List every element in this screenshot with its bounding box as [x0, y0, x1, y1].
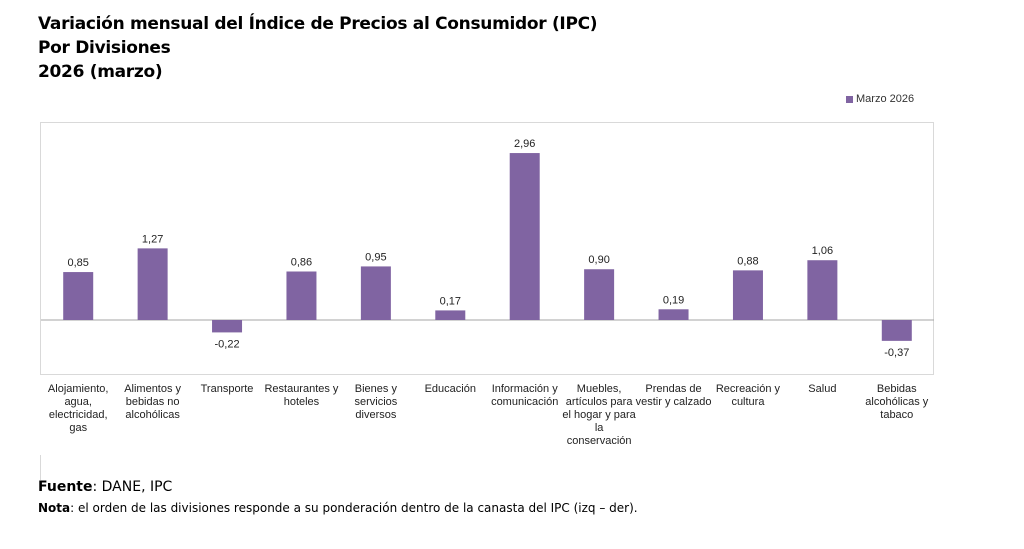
bar — [658, 309, 689, 320]
category-label: Alojamiento, agua, electricidad, gas — [47, 383, 109, 434]
title-line-2: Por Divisiones — [38, 38, 171, 58]
category-label: Alimentos y bebidas no alcohólicas — [124, 383, 182, 421]
title-line-3: 2026 (marzo) — [38, 62, 163, 82]
bar — [212, 320, 243, 333]
category-label: Recreación y cultura — [715, 383, 781, 408]
bar — [807, 260, 838, 320]
data-label: 1,06 — [812, 245, 833, 257]
category-label: Información y comunicación — [491, 383, 559, 408]
category-label: Salud — [808, 383, 837, 395]
chart-title: Variación mensual del Índice de Precios … — [38, 12, 598, 84]
category-label: Prendas de vestir y calzado — [635, 383, 712, 408]
data-label: 0,95 — [365, 251, 386, 263]
source-note: Fuente: DANE, IPC — [38, 479, 172, 495]
legend-swatch — [846, 95, 853, 103]
category-label: Bebidas alcohólicas y tabaco — [865, 383, 929, 421]
bar — [732, 270, 763, 320]
category-label: Educación — [424, 383, 476, 395]
note: Nota: el orden de las divisiones respond… — [38, 501, 638, 515]
data-label: 0,17 — [440, 295, 461, 307]
category-label: Muebles, artículos para el hogar y para … — [562, 383, 636, 447]
bar — [137, 248, 168, 320]
note-text: : el orden de las divisiones responde a … — [70, 501, 638, 515]
category-label: Bienes y servicios diversos — [354, 383, 398, 421]
bar — [584, 269, 615, 320]
legend: Marzo 2026 — [846, 93, 914, 105]
data-label: 0,86 — [291, 256, 312, 268]
bar — [360, 266, 391, 320]
data-label: 2,96 — [514, 138, 535, 150]
divider-line — [40, 455, 41, 480]
note-label: Nota — [38, 501, 71, 515]
bar — [435, 310, 466, 320]
source-label: Fuente — [38, 479, 93, 495]
data-label: 1,27 — [142, 233, 163, 245]
data-label: 0,85 — [67, 257, 88, 269]
bar — [63, 272, 94, 320]
bar — [881, 320, 912, 341]
data-label: 0,19 — [663, 294, 684, 306]
plot-area — [40, 122, 934, 375]
data-label: -0,37 — [884, 347, 909, 359]
source-text: : DANE, IPC — [92, 479, 173, 495]
bar — [286, 271, 317, 320]
bar — [509, 153, 540, 320]
data-label: -0,22 — [215, 338, 240, 350]
legend-label: Marzo 2026 — [856, 93, 915, 105]
title-line-1: Variación mensual del Índice de Precios … — [38, 14, 598, 34]
data-label: 0,90 — [588, 254, 609, 266]
category-label: Transporte — [200, 383, 254, 395]
category-label: Restaurantes y hoteles — [264, 383, 339, 408]
data-label: 0,88 — [737, 255, 758, 267]
